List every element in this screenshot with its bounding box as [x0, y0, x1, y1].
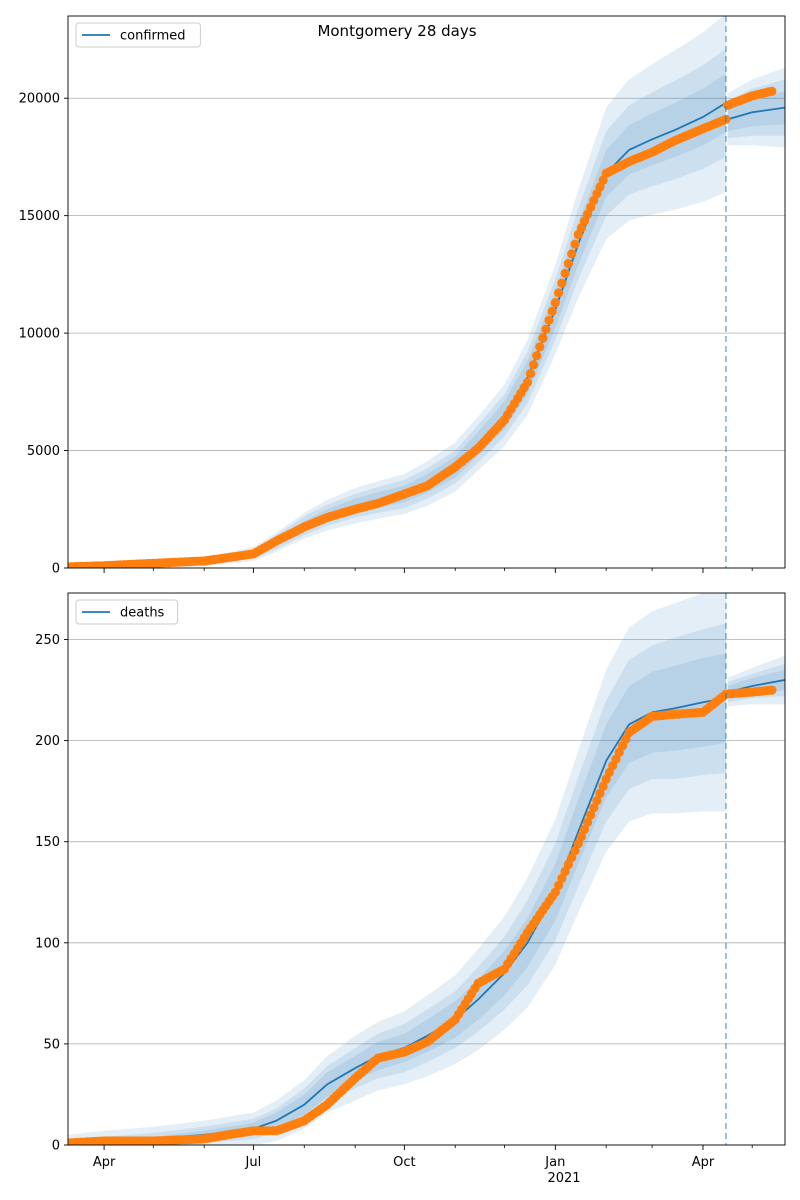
observed-point	[560, 268, 570, 278]
observed-point	[557, 873, 567, 884]
observed-point	[583, 817, 593, 827]
outer-uncertainty-band	[68, 593, 726, 1145]
model-series-line	[727, 106, 785, 121]
legend-label: confirmed	[120, 29, 186, 44]
plot-area	[68, 16, 785, 568]
y-tick-label: 200	[35, 734, 60, 749]
observed-point	[563, 259, 574, 269]
y-tick-label: 50	[43, 1037, 60, 1052]
inner-uncertainty-band	[68, 653, 726, 1145]
y-tick-label: 100	[35, 936, 60, 951]
observed-point	[538, 333, 548, 343]
legend: deaths	[75, 599, 179, 625]
middle-uncertainty-band	[68, 623, 726, 1145]
legend-label: deaths	[120, 606, 165, 621]
outer-uncertainty-band	[68, 16, 726, 568]
y-tick-label: 10000	[19, 327, 60, 342]
observed-point	[579, 824, 590, 834]
observed-point	[576, 831, 587, 842]
observed-point	[570, 239, 580, 249]
observed-point	[554, 880, 564, 890]
x-tick-label: Apr	[93, 1155, 116, 1170]
observed-point	[567, 249, 577, 259]
observed-point	[573, 839, 583, 849]
observed-point	[767, 685, 777, 695]
middle-uncertainty-band	[68, 48, 726, 568]
observed-point	[550, 887, 560, 897]
inner-uncertainty-band	[68, 73, 726, 568]
y-tick-label: 0	[52, 1139, 60, 1154]
observed-point	[767, 86, 777, 96]
observed-point	[598, 781, 608, 791]
confirmed-panel: 0 5000 10000 15000 20000 confirmed	[19, 15, 786, 577]
y-tick-label: 20000	[19, 92, 60, 107]
y-tick-label: 5000	[27, 444, 60, 459]
observed-point	[554, 288, 564, 298]
observed-point	[550, 298, 560, 308]
figure-title: Montgomery 28 days	[317, 22, 476, 40]
observed-point	[541, 324, 551, 334]
plot-area	[68, 593, 785, 1145]
y-tick-label: 150	[35, 835, 60, 850]
x-tick-label: Oct	[393, 1155, 415, 1170]
observed-point	[586, 810, 596, 820]
x-tick-label: Apr	[692, 1155, 715, 1170]
y-tick-label: 15000	[19, 209, 60, 224]
observed-point	[570, 846, 580, 856]
observed-point	[595, 788, 605, 799]
observed-point	[525, 369, 536, 379]
plot-frame	[67, 592, 786, 1146]
observed-point	[567, 853, 577, 863]
observed-point	[563, 859, 574, 870]
observed-point	[544, 315, 554, 325]
y-tick-label: 0	[52, 562, 60, 577]
deaths-panel: 0 50 100 150 200 250 Apr Jul Oct Jan Apr deaths	[35, 592, 786, 1170]
observed-point	[547, 306, 557, 316]
observed-point	[560, 866, 570, 877]
plot-frame	[67, 15, 786, 569]
observed-point	[589, 803, 599, 813]
legend-box	[75, 22, 201, 48]
observed-point	[532, 351, 542, 361]
x-tick-label: Jan	[544, 1155, 565, 1170]
y-tick-label: 250	[35, 633, 60, 648]
observed-point	[535, 342, 545, 352]
observed-point	[529, 360, 539, 370]
observed-point	[522, 377, 533, 387]
x-axis-year-label: 2021	[547, 1171, 580, 1186]
observed-point	[557, 278, 567, 288]
observed-point	[592, 796, 602, 806]
legend-box	[75, 599, 179, 625]
x-tick-label: Jul	[245, 1155, 262, 1170]
legend: confirmed	[75, 22, 201, 48]
